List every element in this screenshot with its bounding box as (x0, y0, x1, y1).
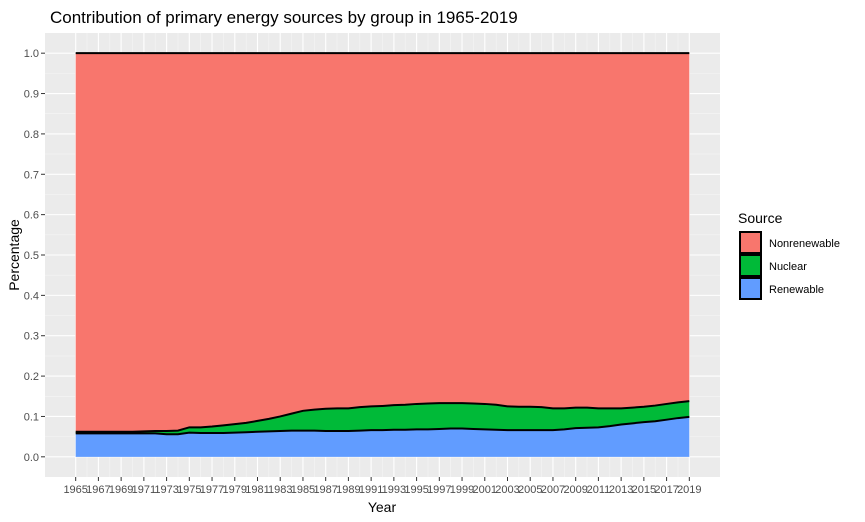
x-tick-label: 1979 (223, 484, 247, 496)
boundary-nuclear (75, 400, 690, 433)
x-tick-label: 1969 (109, 484, 133, 496)
y-tick-label: 0.1 (24, 411, 39, 423)
y-tick-label: 0.6 (24, 210, 39, 222)
y-tick-label: 0.4 (24, 290, 39, 302)
y-tick-label: 1.0 (24, 48, 39, 60)
area-boundaries (75, 52, 690, 436)
x-tick-label: 1973 (154, 484, 178, 496)
x-tick-label: 1985 (291, 484, 315, 496)
y-axis-title: Percentage (6, 219, 22, 291)
legend-key-renewable (739, 277, 762, 300)
x-tick-label: 2013 (609, 484, 633, 496)
area-renewable (75, 416, 690, 457)
x-tick-label: 2005 (518, 484, 542, 496)
y-tick-label: 0.9 (24, 89, 39, 101)
x-tick-label: 1997 (427, 484, 451, 496)
legend-label-renewable: Renewable (769, 284, 824, 296)
x-tick-label: 1967 (86, 484, 110, 496)
y-tick-label: 0.0 (24, 452, 39, 464)
x-tick-label: 2003 (495, 484, 519, 496)
area-layers (75, 53, 690, 457)
y-tick-label: 0.2 (24, 371, 39, 383)
legend-label-nonrenewable: Nonrenewable (769, 238, 840, 250)
legend-label-nuclear: Nuclear (769, 261, 807, 273)
x-tick-label: 1983 (268, 484, 292, 496)
x-axis-ticks: 1965196719691971197319751977197919811983… (63, 477, 702, 496)
x-tick-label: 1991 (359, 484, 383, 496)
x-tick-label: 2009 (563, 484, 587, 496)
x-tick-label: 2007 (541, 484, 565, 496)
x-tick-label: 2001 (473, 484, 497, 496)
y-tick-label: 0.8 (24, 129, 39, 141)
x-tick-label: 1977 (200, 484, 224, 496)
x-tick-label: 1995 (404, 484, 428, 496)
x-tick-label: 1989 (336, 484, 360, 496)
x-tick-label: 1999 (450, 484, 474, 496)
x-tick-label: 1987 (313, 484, 337, 496)
y-tick-label: 0.3 (24, 331, 39, 343)
x-tick-label: 1971 (132, 484, 156, 496)
x-tick-label: 2019 (677, 484, 701, 496)
legend-title: Source (738, 210, 783, 226)
x-axis-title: Year (368, 499, 397, 515)
y-tick-label: 0.5 (24, 250, 39, 262)
legend-key-nuclear (739, 254, 762, 277)
y-tick-label: 0.7 (24, 169, 39, 181)
x-tick-label: 1981 (245, 484, 269, 496)
area-nuclear (75, 401, 690, 435)
area-nonrenewable (75, 53, 690, 432)
x-tick-label: 1975 (177, 484, 201, 496)
x-tick-label: 1993 (382, 484, 406, 496)
legend: Source Nonrenewable Nuclear Renewable (738, 210, 840, 300)
boundary-renewable (75, 415, 690, 436)
x-tick-label: 1965 (63, 484, 87, 496)
x-tick-label: 2011 (587, 484, 611, 496)
chart-title: Contribution of primary energy sources b… (50, 8, 518, 27)
x-tick-label: 2015 (632, 484, 656, 496)
legend-key-nonrenewable (739, 231, 762, 254)
y-axis-ticks: 0.0 0.1 0.2 0.3 0.4 0.5 0.6 0.7 0.8 0.9 1.0 (24, 48, 45, 464)
x-tick-label: 2017 (654, 484, 678, 496)
